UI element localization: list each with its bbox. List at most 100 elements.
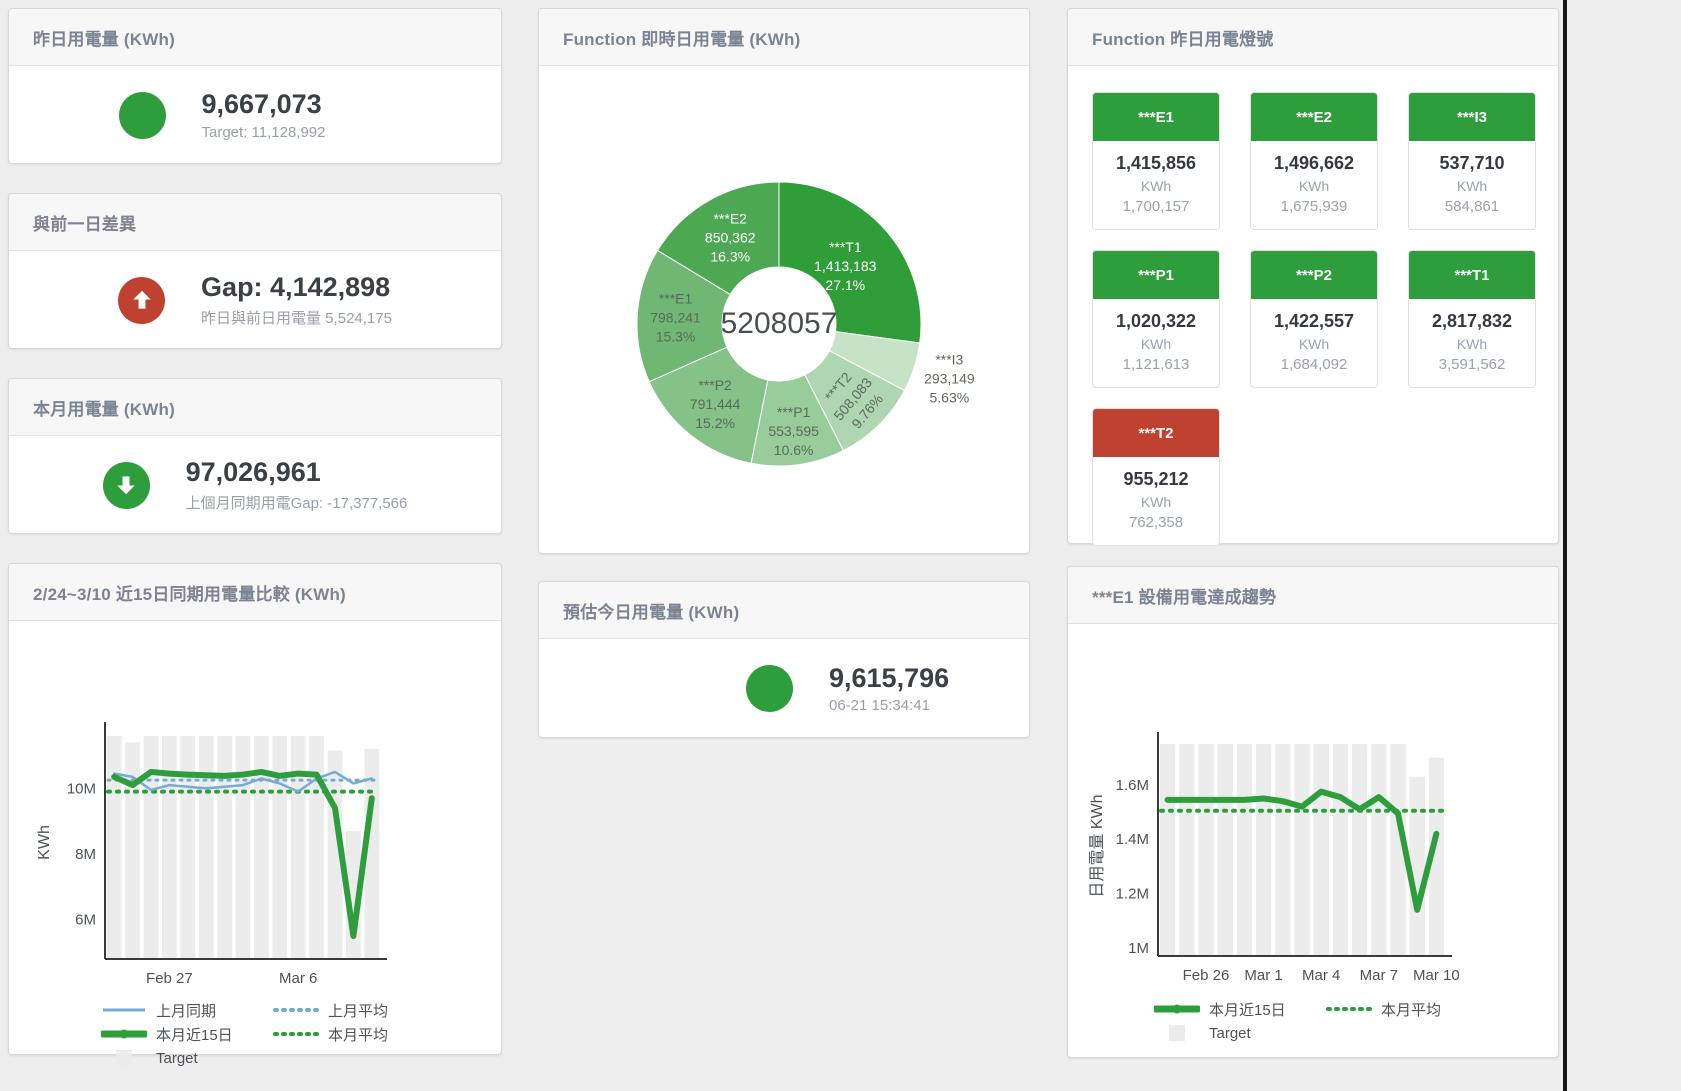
donut-slice-label: 15.3% bbox=[656, 328, 696, 344]
tile-unit: KWh bbox=[1456, 178, 1488, 194]
tile-body: 1,496,662 KWh 1,675,939 bbox=[1251, 141, 1377, 229]
stat-value: 97,026,961 bbox=[185, 457, 321, 488]
tile-body: 1,415,856 KWh 1,700,157 bbox=[1093, 141, 1219, 229]
panel-header: 2/24~3/10 近15日同期用電量比較 (KWh) bbox=[9, 564, 501, 621]
y-axis-title: KWh bbox=[36, 825, 53, 860]
status-circle-icon bbox=[118, 91, 166, 139]
tile-body: 2,817,832 KWh 3,591,562 bbox=[1409, 299, 1535, 387]
tile-body: 1,020,322 KWh 1,121,613 bbox=[1093, 299, 1219, 387]
target-bar bbox=[1198, 744, 1214, 956]
panel-function-status-lights: Function 昨日用電燈號 ***E1 1,415,856 KWh 1,700,1… bbox=[1067, 8, 1559, 546]
legend-item-Target[interactable]: Target bbox=[101, 1046, 273, 1070]
donut-slice-***T1[interactable] bbox=[778, 181, 922, 344]
target-bar bbox=[1371, 744, 1387, 956]
legend-item-上月平均[interactable]: 上月平均 bbox=[273, 998, 445, 1022]
tile-name: ***T2 bbox=[1093, 409, 1219, 457]
target-bar bbox=[1275, 744, 1291, 956]
tile-name: ***I3 bbox=[1409, 93, 1535, 141]
series-本月近15日[interactable] bbox=[111, 768, 375, 940]
tile-value: 1,422,557 bbox=[1273, 311, 1355, 331]
legend-item-Target[interactable]: Target bbox=[1154, 1021, 1326, 1045]
status-tiles-grid: ***E1 1,415,856 KWh 1,700,157 ***E2 1,496,662… bbox=[1068, 66, 1558, 546]
target-bar bbox=[1332, 744, 1349, 956]
stat-value: 9,615,796 bbox=[829, 662, 950, 693]
donut-slice-***E1[interactable] bbox=[636, 249, 731, 383]
series-本月近15日[interactable] bbox=[1164, 788, 1440, 913]
target-bar bbox=[1179, 744, 1195, 956]
panel-title: Function 即時日用電量 (KWh) bbox=[563, 29, 801, 49]
tile-target: 584,861 bbox=[1444, 198, 1500, 215]
target-bar bbox=[217, 735, 232, 959]
target-bar bbox=[272, 735, 288, 959]
status-tile-***E1: ***E1 1,415,856 KWh 1,700,157 bbox=[1092, 92, 1220, 230]
x-tick-label: Feb 26 bbox=[1183, 967, 1230, 984]
legend-label: Target bbox=[1209, 1024, 1251, 1042]
legend-item-本月平均[interactable]: 本月平均 bbox=[1326, 997, 1498, 1021]
stat-value: Gap: 4,142,898 bbox=[201, 272, 391, 303]
target-bar bbox=[364, 748, 380, 959]
donut-center-total: 5208057 bbox=[721, 307, 838, 340]
series-上月同期[interactable] bbox=[112, 770, 374, 793]
tile-value: 1,496,662 bbox=[1273, 153, 1355, 173]
panel-yesterday-usage: 昨日用電量 (KWh) 9,667,073 Target: 11,128,992 bbox=[8, 8, 502, 164]
donut-slice-***E2[interactable] bbox=[656, 181, 780, 296]
tile-unit: KWh bbox=[1456, 336, 1488, 352]
stat-subtitle: 06-21 15:34:41 bbox=[829, 697, 930, 715]
panel-header: Function 昨日用電燈號 bbox=[1068, 9, 1558, 66]
y-tick-label: 6M bbox=[75, 912, 96, 929]
legend-item-上月同期[interactable]: 上月同期 bbox=[101, 998, 273, 1022]
tile-target: 1,121,613 bbox=[1122, 356, 1190, 373]
x-tick-label: Mar 4 bbox=[1302, 967, 1340, 984]
target-bar bbox=[162, 735, 177, 959]
target-bar bbox=[1294, 744, 1310, 956]
y-tick-label: 1.2M bbox=[1116, 886, 1149, 903]
x-tick-label: Feb 27 bbox=[146, 970, 193, 987]
compare-chart-legend: 上月同期 上月平均本月近15日 本月平均 Target bbox=[101, 998, 501, 1070]
legend-label: 本月近15日 bbox=[1209, 1001, 1286, 1019]
x-tick-label: Mar 6 bbox=[279, 970, 317, 987]
status-tile-***P2: ***P2 1,422,557 KWh 1,684,092 bbox=[1250, 250, 1378, 388]
panel-title: 昨日用電量 (KWh) bbox=[33, 29, 175, 49]
tile-unit: KWh bbox=[1298, 178, 1330, 194]
legend-label: 本月平均 bbox=[1381, 1001, 1442, 1019]
tile-name: ***E2 bbox=[1251, 93, 1377, 141]
tile-name: ***P1 bbox=[1093, 251, 1219, 299]
panel-header: ***E1 設備用電達成趨勢 bbox=[1068, 567, 1558, 624]
tile-target: 762,358 bbox=[1128, 514, 1184, 531]
tile-value: 1,415,856 bbox=[1115, 153, 1197, 173]
legend-item-本月近15日[interactable]: 本月近15日 bbox=[101, 1022, 273, 1046]
legend-label: Target bbox=[156, 1049, 198, 1067]
status-tile-***P1: ***P1 1,020,322 KWh 1,121,613 bbox=[1092, 250, 1220, 388]
donut-slice-***P2[interactable] bbox=[648, 346, 769, 464]
donut-slice-label: 10.6% bbox=[774, 442, 814, 458]
panel-header: 預估今日用電量 (KWh) bbox=[539, 582, 1029, 639]
target-bar bbox=[180, 735, 196, 959]
target-bar bbox=[198, 735, 214, 959]
y-tick-label: 10M bbox=[67, 780, 96, 797]
function-usage-donut-chart[interactable]: ***T11,413,18327.1%***I3293,1495.63%***T… bbox=[539, 66, 1029, 552]
e1-trend-chart[interactable]: 1M 1.2M 1.4M 1.6M Feb 26 Mar 1 Mar 4 Mar 7 Mar 1… bbox=[1068, 624, 1548, 992]
legend-item-本月近15日[interactable]: 本月近15日 bbox=[1154, 997, 1326, 1021]
tile-target: 1,700,157 bbox=[1122, 198, 1190, 215]
target-bar bbox=[106, 735, 122, 959]
tile-value: 537,710 bbox=[1439, 153, 1505, 173]
x-tick-label: Mar 7 bbox=[1360, 967, 1398, 984]
legend-label: 上月同期 bbox=[156, 1002, 217, 1020]
tile-target: 1,684,092 bbox=[1280, 356, 1348, 373]
status-tile-***T2: ***T2 955,212 KWh 762,358 bbox=[1092, 408, 1220, 546]
tile-unit: KWh bbox=[1140, 178, 1172, 194]
compare-15day-chart[interactable]: 6M 8M 10M Feb 27 Mar 6 KWh bbox=[9, 621, 489, 993]
donut-slice-label: 15.2% bbox=[695, 415, 735, 431]
tile-value: 2,817,832 bbox=[1431, 311, 1513, 331]
status-circle-icon bbox=[746, 665, 793, 712]
y-tick-label: 1M bbox=[1128, 940, 1149, 957]
donut-slice-label: ***E2 bbox=[713, 210, 747, 226]
target-bar bbox=[125, 742, 140, 959]
arrow-down-circle-icon bbox=[102, 461, 150, 509]
panel-15day-comparison: 2/24~3/10 近15日同期用電量比較 (KWh) 6M 8M 10M Feb 2… bbox=[8, 563, 502, 1067]
legend-item-本月平均[interactable]: 本月平均 bbox=[273, 1022, 445, 1046]
panel-function-realtime-donut: Function 即時日用電量 (KWh) ***T1 1,413,183 27.1… bbox=[538, 8, 1030, 554]
legend-label: 上月平均 bbox=[328, 1002, 389, 1020]
donut-slice-label: 5.63% bbox=[929, 390, 969, 406]
target-bar bbox=[1236, 744, 1253, 956]
